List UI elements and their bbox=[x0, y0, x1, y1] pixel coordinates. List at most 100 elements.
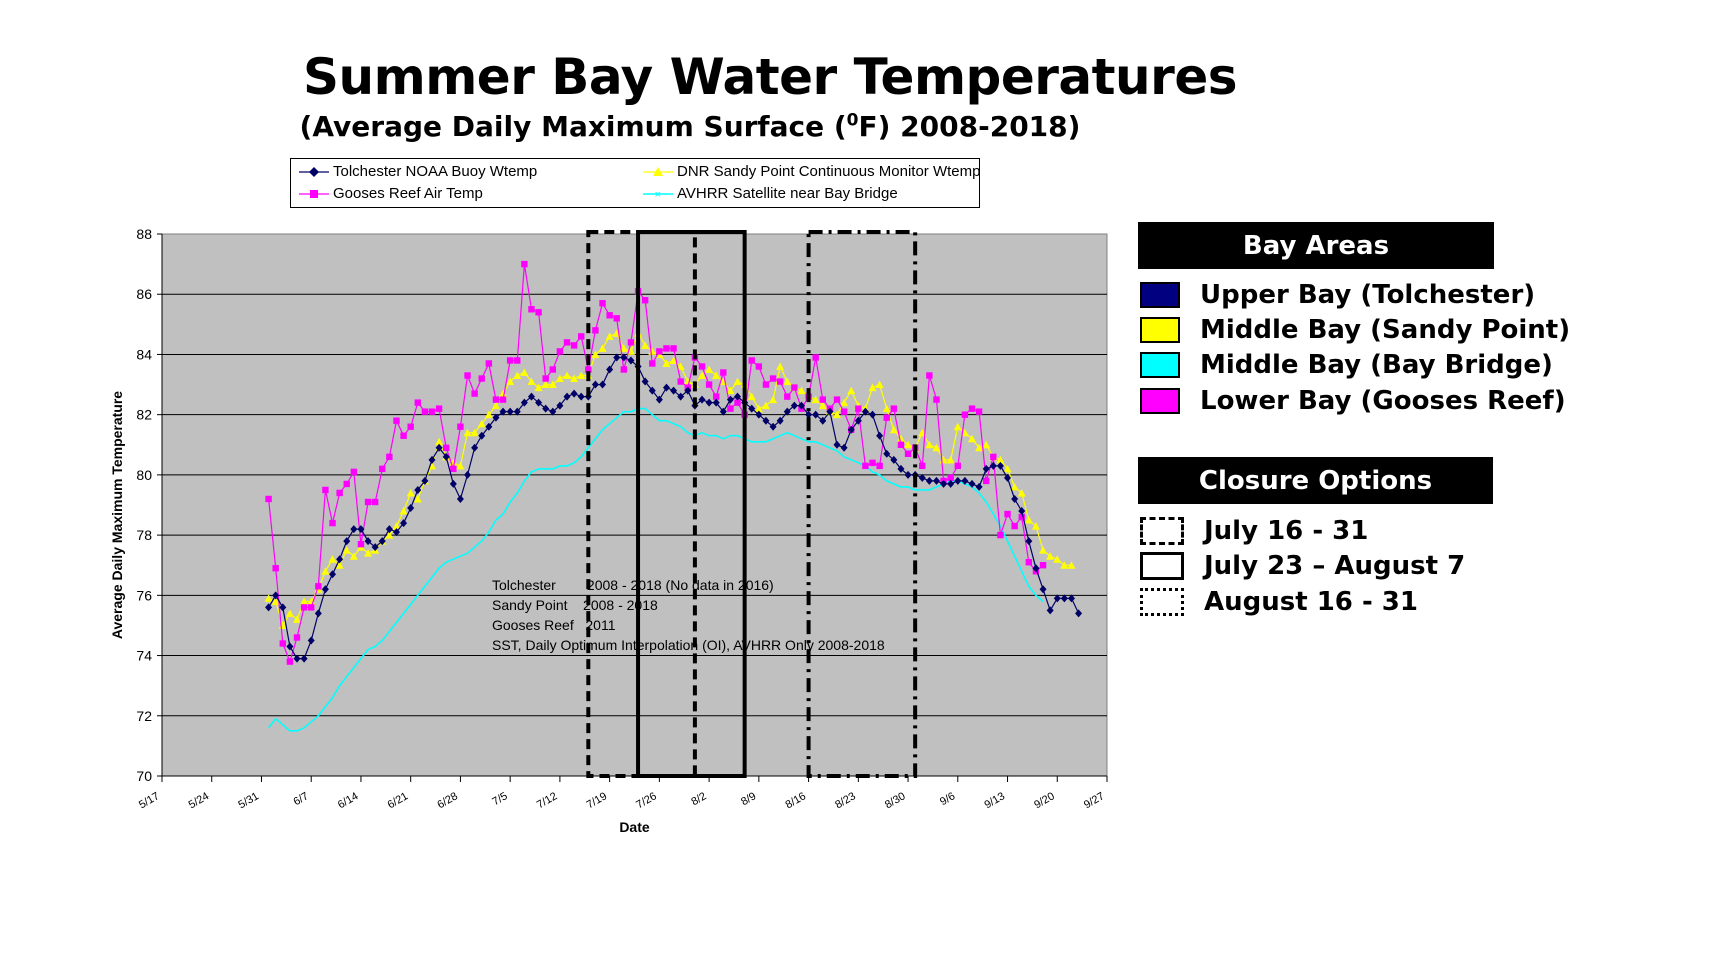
x-tick-label: 5/31 bbox=[236, 790, 261, 811]
triangle-marker-icon bbox=[643, 166, 673, 176]
data-point bbox=[641, 377, 649, 386]
data-point bbox=[443, 444, 450, 451]
data-point bbox=[392, 522, 401, 530]
data-point bbox=[797, 386, 806, 395]
data-point bbox=[925, 476, 933, 485]
data-point bbox=[272, 591, 280, 600]
data-point bbox=[555, 374, 564, 383]
data-point bbox=[463, 428, 472, 437]
data-point bbox=[591, 380, 599, 389]
data-point bbox=[648, 347, 657, 355]
data-point bbox=[279, 603, 287, 612]
y-tick-label: 78 bbox=[136, 527, 152, 543]
data-point bbox=[534, 383, 543, 392]
data-point bbox=[1017, 488, 1026, 497]
square-marker-icon bbox=[299, 189, 329, 198]
data-point bbox=[442, 452, 450, 461]
data-point bbox=[762, 416, 770, 425]
bay-area-middle-bridge: Middle Bay (Bay Bridge) bbox=[1140, 350, 1553, 380]
data-point bbox=[342, 546, 351, 554]
x-tick-label: 6/7 bbox=[291, 790, 310, 808]
data-point bbox=[322, 486, 329, 494]
data-point bbox=[470, 428, 479, 437]
data-point bbox=[620, 366, 628, 373]
data-point bbox=[335, 561, 344, 569]
data-point bbox=[805, 410, 813, 419]
data-point bbox=[712, 371, 721, 380]
data-point bbox=[506, 407, 514, 416]
data-point bbox=[392, 528, 400, 537]
data-point bbox=[321, 567, 330, 575]
data-point bbox=[1011, 522, 1018, 530]
data-point bbox=[563, 392, 571, 401]
data-point bbox=[733, 377, 742, 386]
data-point bbox=[960, 428, 969, 437]
solid-box-icon bbox=[1140, 552, 1184, 580]
data-point bbox=[869, 459, 876, 467]
data-point bbox=[300, 654, 308, 663]
data-point bbox=[485, 422, 493, 431]
data-point bbox=[890, 455, 898, 464]
data-point bbox=[265, 495, 272, 503]
data-point bbox=[769, 375, 777, 382]
data-point bbox=[641, 341, 650, 349]
data-point bbox=[676, 362, 685, 370]
data-point bbox=[840, 443, 848, 452]
legend-item-tolchester: Tolchester NOAA Buoy Wtemp bbox=[299, 163, 537, 180]
data-point bbox=[953, 422, 962, 431]
data-point bbox=[847, 386, 856, 395]
data-point bbox=[379, 465, 386, 473]
data-point bbox=[343, 537, 351, 546]
data-point bbox=[968, 405, 976, 412]
data-point bbox=[996, 455, 1005, 464]
data-point bbox=[620, 353, 628, 362]
data-point bbox=[548, 380, 557, 389]
data-point bbox=[712, 398, 720, 407]
data-point bbox=[876, 431, 884, 440]
data-point bbox=[855, 405, 862, 412]
data-point bbox=[826, 407, 834, 416]
data-point bbox=[1060, 561, 1069, 569]
data-point bbox=[896, 434, 905, 443]
data-point bbox=[1025, 559, 1033, 566]
data-point bbox=[1046, 552, 1055, 560]
data-point bbox=[400, 432, 407, 439]
data-point bbox=[719, 407, 727, 416]
data-point bbox=[904, 450, 912, 458]
data-point bbox=[499, 389, 508, 398]
data-point bbox=[315, 583, 322, 590]
data-point bbox=[350, 525, 358, 534]
data-point bbox=[421, 476, 429, 485]
data-point bbox=[1039, 562, 1047, 569]
data-point bbox=[1011, 494, 1019, 503]
data-point bbox=[726, 386, 735, 395]
data-point bbox=[677, 378, 684, 385]
legend-item-avhrr: × AVHRR Satellite near Bay Bridge bbox=[643, 185, 898, 202]
data-point bbox=[578, 333, 585, 340]
data-point bbox=[605, 332, 614, 340]
data-point bbox=[762, 381, 770, 388]
upper-bay-swatch bbox=[1140, 282, 1180, 308]
data-point bbox=[883, 414, 890, 421]
data-point bbox=[713, 393, 720, 400]
data-point bbox=[386, 453, 393, 461]
x-tick-label: 8/9 bbox=[739, 790, 758, 808]
data-point bbox=[854, 416, 862, 425]
data-point bbox=[1031, 522, 1040, 530]
data-point bbox=[684, 386, 692, 395]
data-point bbox=[983, 477, 990, 485]
y-tick-label: 82 bbox=[136, 407, 152, 423]
data-point bbox=[698, 395, 706, 404]
data-point bbox=[364, 498, 372, 506]
data-point bbox=[293, 634, 301, 641]
data-point bbox=[478, 375, 485, 382]
data-point bbox=[783, 377, 792, 386]
data-point bbox=[428, 408, 436, 415]
data-point bbox=[947, 479, 955, 488]
data-point bbox=[720, 369, 727, 376]
data-point bbox=[783, 407, 791, 416]
x-tick-label: 9/27 bbox=[1082, 790, 1107, 811]
data-point bbox=[889, 425, 898, 434]
data-point bbox=[329, 570, 337, 579]
data-point bbox=[847, 425, 855, 434]
